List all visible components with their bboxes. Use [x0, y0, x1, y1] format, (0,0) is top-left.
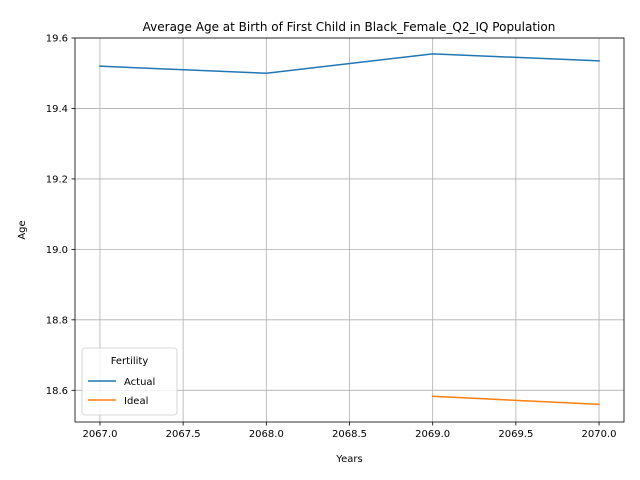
y-tick-label: 19.4	[46, 104, 68, 115]
x-tick-label: 2069.0	[415, 429, 450, 440]
x-tick-label: 2068.0	[249, 429, 284, 440]
y-tick-label: 19.2	[46, 174, 68, 185]
series-line-actual	[99, 53, 600, 74]
legend-box	[81, 347, 178, 416]
y-axis-label: Age	[17, 220, 28, 239]
x-tick-label: 2069.5	[498, 429, 533, 440]
x-tick-label: 2067.5	[166, 429, 201, 440]
y-tick-label: 19.0	[46, 245, 68, 256]
x-tick-label: 2067.0	[82, 429, 117, 440]
chart-title: Average Age at Birth of First Child in B…	[143, 20, 556, 34]
x-tick-label: 2070.0	[582, 429, 617, 440]
series-line-ideal	[431, 395, 600, 406]
legend: Fertility Actual Ideal	[81, 347, 178, 416]
legend-label-actual: Actual	[124, 377, 155, 388]
legend-label-ideal: Ideal	[124, 396, 148, 407]
x-tick-label: 2068.5	[332, 429, 367, 440]
series-layer	[99, 53, 600, 406]
ticks: 2067.0 2067.5 2068.0 2068.5 2069.0 2069.5 2070…	[46, 34, 617, 441]
x-axis-label: Years	[335, 454, 362, 465]
y-tick-label: 18.6	[46, 386, 68, 397]
y-tick-label: 19.6	[46, 34, 68, 45]
legend-title: Fertility	[111, 356, 149, 367]
y-tick-label: 18.8	[46, 315, 68, 326]
